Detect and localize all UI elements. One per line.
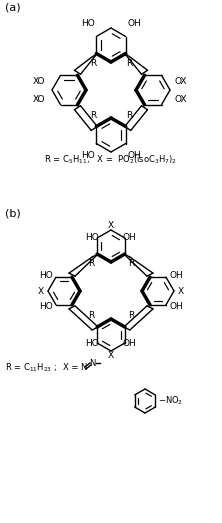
Text: (a): (a) bbox=[5, 3, 21, 13]
Text: R: R bbox=[88, 258, 94, 267]
Text: R = C$_{11}$H$_{23}$ ;: R = C$_{11}$H$_{23}$ ; bbox=[5, 362, 57, 374]
Text: HO: HO bbox=[81, 152, 95, 161]
Text: R: R bbox=[90, 59, 96, 67]
Text: OH: OH bbox=[169, 270, 183, 280]
Text: OH: OH bbox=[169, 302, 183, 311]
Text: HO: HO bbox=[85, 233, 99, 242]
Text: OH: OH bbox=[123, 233, 137, 242]
Text: X: X bbox=[38, 287, 44, 295]
Text: X: X bbox=[178, 287, 184, 295]
Text: (b): (b) bbox=[5, 208, 21, 218]
Text: R: R bbox=[126, 110, 132, 119]
Text: R = C$_5$H$_{11}$,   X =  PO$_2$(isoC$_3$H$_7$)$_2$: R = C$_5$H$_{11}$, X = PO$_2$(isoC$_3$H$… bbox=[44, 154, 178, 166]
Text: XO: XO bbox=[33, 95, 45, 104]
Text: X: X bbox=[108, 351, 114, 360]
Text: R: R bbox=[126, 59, 132, 67]
Text: X = N: X = N bbox=[63, 363, 87, 372]
Text: X: X bbox=[108, 221, 114, 230]
Text: OX: OX bbox=[175, 95, 187, 104]
Text: HO: HO bbox=[39, 270, 53, 280]
Text: HO: HO bbox=[39, 302, 53, 311]
Text: XO: XO bbox=[33, 76, 45, 85]
Text: OH: OH bbox=[127, 19, 141, 28]
Text: N: N bbox=[89, 358, 95, 368]
Text: R: R bbox=[128, 311, 134, 320]
Text: HO: HO bbox=[81, 19, 95, 28]
Text: R: R bbox=[90, 110, 96, 119]
Text: OH: OH bbox=[127, 152, 141, 161]
Text: OH: OH bbox=[123, 339, 137, 348]
Text: R: R bbox=[88, 311, 94, 320]
Text: HO: HO bbox=[85, 339, 99, 348]
Text: $-$NO$_2$: $-$NO$_2$ bbox=[159, 395, 184, 407]
Text: R: R bbox=[128, 258, 134, 267]
Text: OX: OX bbox=[175, 76, 187, 85]
